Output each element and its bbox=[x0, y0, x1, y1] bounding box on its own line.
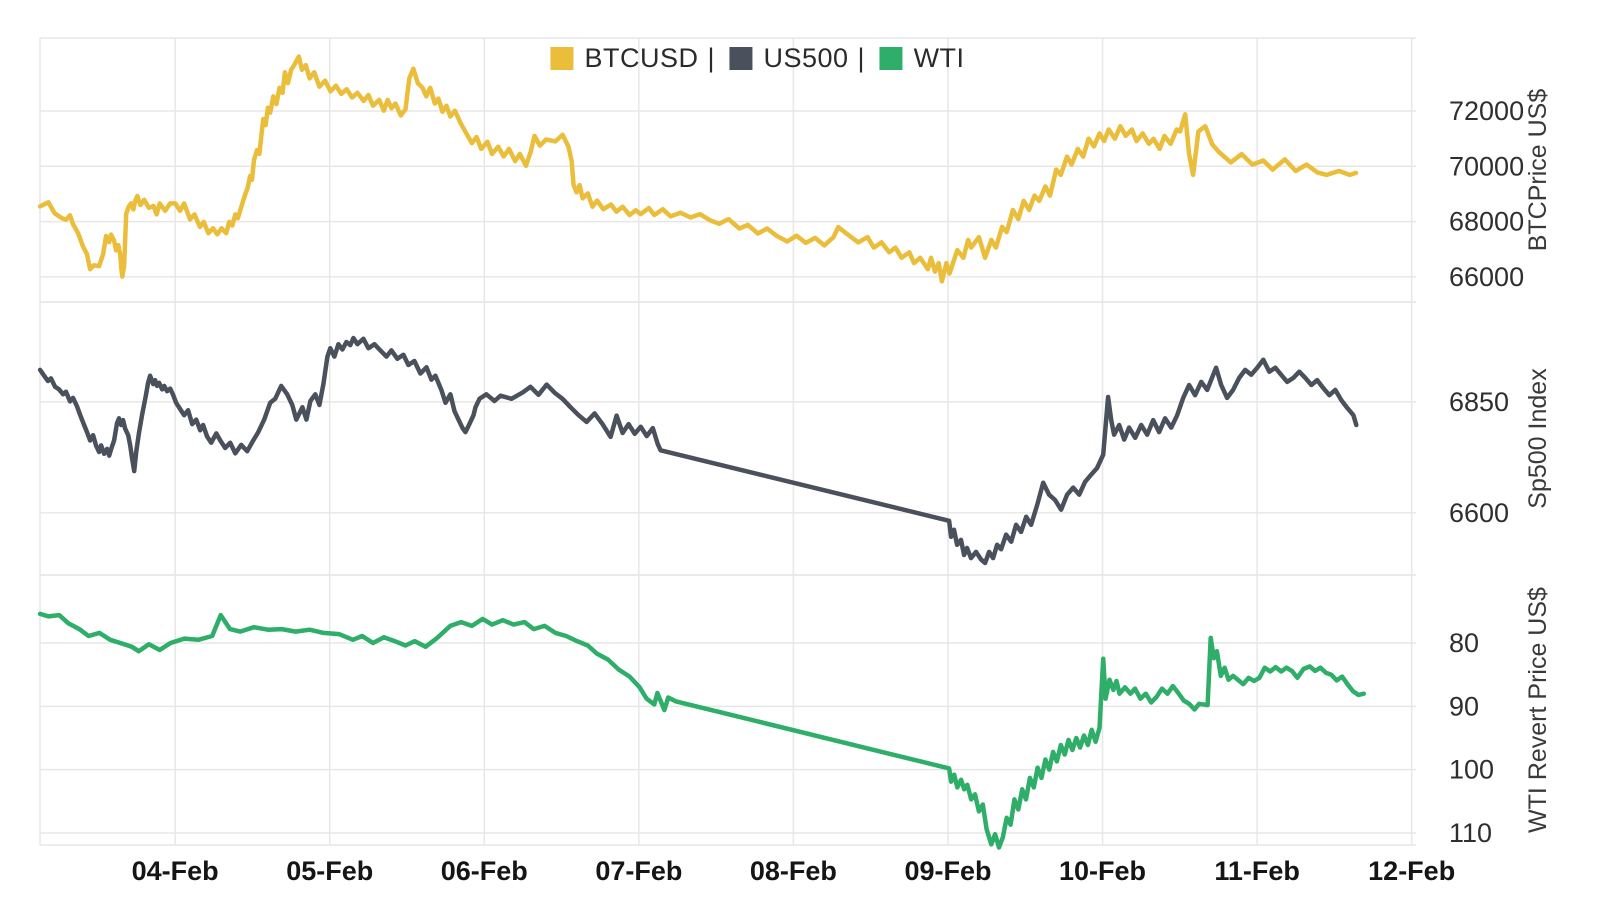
x-tick-label-06-Feb: 06-Feb bbox=[441, 856, 528, 886]
series-line-btcusd bbox=[37, 54, 1359, 284]
y-tick-label-btcusd-66000: 66000 bbox=[1449, 262, 1524, 292]
panel-wti: 80 90 100 110 WTI Revert Price US$ bbox=[37, 574, 1552, 850]
y-axis-title-us500: Sp500 Index bbox=[1524, 368, 1552, 509]
x-tick-label-10-Feb: 10-Feb bbox=[1059, 856, 1146, 886]
y-tick-label-wti-90: 90 bbox=[1449, 691, 1479, 721]
legend-swatch-btcusd[interactable] bbox=[550, 47, 574, 70]
x-tick-label-07-Feb: 07-Feb bbox=[595, 856, 682, 886]
legend-separator: | bbox=[857, 43, 865, 73]
y-tick-label-btcusd-68000: 68000 bbox=[1449, 207, 1524, 237]
legend-swatch-us500[interactable] bbox=[729, 47, 753, 70]
y-tick-label-us500-6600: 6600 bbox=[1449, 498, 1509, 528]
y-tick-label-wti-80: 80 bbox=[1449, 628, 1479, 658]
y-tick-label-btcusd-72000: 72000 bbox=[1449, 96, 1524, 126]
chart-legend: BTCUSD | US500 | WTI bbox=[550, 43, 973, 74]
x-tick-label-11-Feb: 11-Feb bbox=[1214, 856, 1300, 886]
y-tick-label-wti-100: 100 bbox=[1449, 755, 1494, 785]
legend-label-wti[interactable]: WTI bbox=[913, 43, 965, 73]
y-tick-label-btcusd-70000: 70000 bbox=[1449, 151, 1524, 181]
y-axis-title-btcusd: BTCPrice US$ bbox=[1524, 89, 1552, 252]
legend-label-btcusd[interactable]: BTCUSD bbox=[584, 43, 699, 73]
x-tick-label-05-Feb: 05-Feb bbox=[286, 856, 373, 886]
y-tick-label-us500-6850: 6850 bbox=[1449, 387, 1509, 417]
y-tick-label-wti-110: 110 bbox=[1449, 818, 1492, 848]
x-tick-label-08-Feb: 08-Feb bbox=[750, 856, 837, 886]
series-line-wti bbox=[37, 611, 1367, 850]
x-tick-label-12-Feb: 12-Feb bbox=[1368, 856, 1455, 886]
legend-separator: | bbox=[707, 43, 715, 73]
x-tick-label-04-Feb: 04-Feb bbox=[132, 856, 219, 886]
legend-swatch-wti[interactable] bbox=[879, 47, 903, 70]
series-line-us500 bbox=[37, 335, 1359, 566]
x-tick-label-09-Feb: 09-Feb bbox=[904, 856, 991, 886]
y-axis-title-wti: WTI Revert Price US$ bbox=[1524, 587, 1552, 833]
legend-label-us500[interactable]: US500 bbox=[763, 43, 849, 73]
